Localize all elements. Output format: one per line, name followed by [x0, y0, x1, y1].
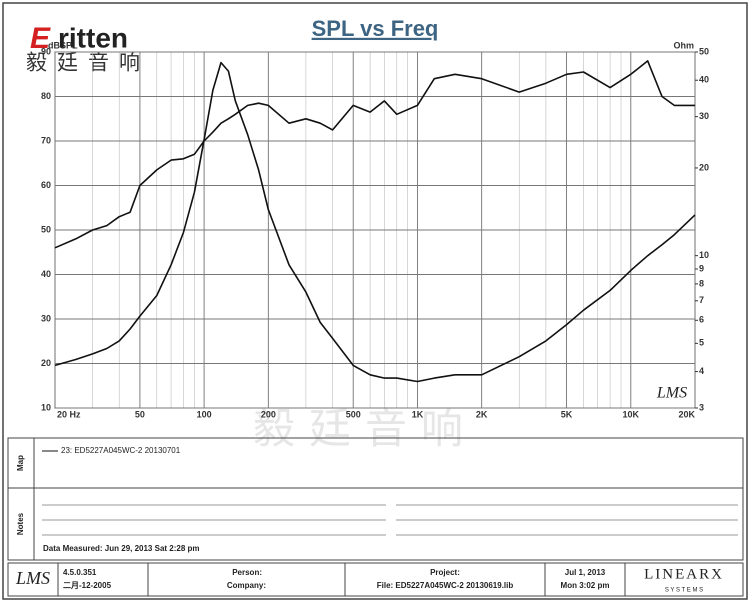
y2-tick-label: 40	[699, 75, 709, 85]
map-title: Map	[16, 455, 25, 471]
y-tick-label: 20	[41, 358, 51, 368]
chart-mark: LMS	[656, 385, 687, 402]
x-tick-label: 5K	[561, 409, 573, 419]
company: Company:	[227, 581, 266, 590]
x-tick-label: 100	[197, 409, 212, 419]
x-tick-label: 20 Hz	[57, 409, 81, 419]
y2-tick-label: 10	[699, 250, 709, 260]
person: Person:	[232, 568, 262, 577]
y-tick-label: 70	[41, 135, 51, 145]
chart-title: SPL vs Freq	[312, 16, 439, 41]
time: Mon 3:02 pm	[561, 581, 610, 590]
x-tick-label: 20K	[678, 409, 695, 419]
y-tick-label: 50	[41, 224, 51, 234]
series-line	[54, 61, 696, 383]
y2-tick-label: 20	[699, 162, 709, 172]
y2-tick-label: 50	[699, 46, 709, 56]
x-tick-label: 1K	[412, 409, 424, 419]
notes-panel	[7, 487, 744, 561]
y2-tick-label: 4	[699, 366, 704, 376]
brand-sub: S Y S T E M S	[665, 588, 703, 594]
y2-tick-label: 30	[699, 111, 709, 121]
x-tick-label: 200	[261, 409, 276, 419]
x-tick-label: 2K	[476, 409, 488, 419]
version: 4.5.0.351	[63, 568, 97, 577]
footer	[7, 562, 744, 597]
y-tick-label: 90	[41, 46, 51, 56]
y2-tick-label: 9	[699, 263, 704, 273]
footer-logo: LMS	[15, 568, 50, 588]
x-tick-label: 50	[135, 409, 145, 419]
watermark: 毅廷音响	[253, 405, 477, 452]
y-tick-label: 10	[41, 402, 51, 412]
y-axis-label: dBSPL	[48, 40, 78, 50]
x-tick-label: 10K	[623, 409, 640, 419]
y-tick-label: 60	[41, 180, 51, 190]
file: File: ED5227A045WC-2 20130619.lib	[377, 581, 514, 590]
y2-tick-label: 5	[699, 338, 704, 348]
series-line	[54, 60, 695, 249]
logo-e: E	[30, 22, 51, 55]
marks	[54, 60, 696, 383]
y2-tick-label: 3	[699, 402, 704, 412]
logo-cn: 毅廷音响	[26, 52, 150, 75]
legend-entry: 23: ED5227A045WC-2 20130701	[61, 446, 181, 455]
data-measured: Data Measured: Jun 29, 2013 Sat 2:28 pm	[43, 544, 200, 553]
y2-axis-label: Ohm	[673, 40, 694, 50]
y-tick-label: 40	[41, 269, 51, 279]
y-tick-label: 80	[41, 91, 51, 101]
notes-title: Notes	[16, 512, 25, 535]
x-tick-label: 500	[346, 409, 361, 419]
footer-dividers	[57, 563, 626, 596]
project: Project:	[430, 568, 460, 577]
date: Jul 1, 2013	[565, 568, 606, 577]
brand: LINEARX	[644, 566, 724, 582]
logo-text: ritten	[58, 22, 128, 53]
y2-tick-label: 7	[699, 295, 704, 305]
grid	[54, 51, 698, 409]
version-date: 二月-12-2005	[63, 581, 112, 590]
note-lines	[42, 504, 738, 536]
y2-tick-label: 8	[699, 278, 704, 288]
y2-tick-label: 6	[699, 315, 704, 325]
y-tick-label: 30	[41, 313, 51, 323]
